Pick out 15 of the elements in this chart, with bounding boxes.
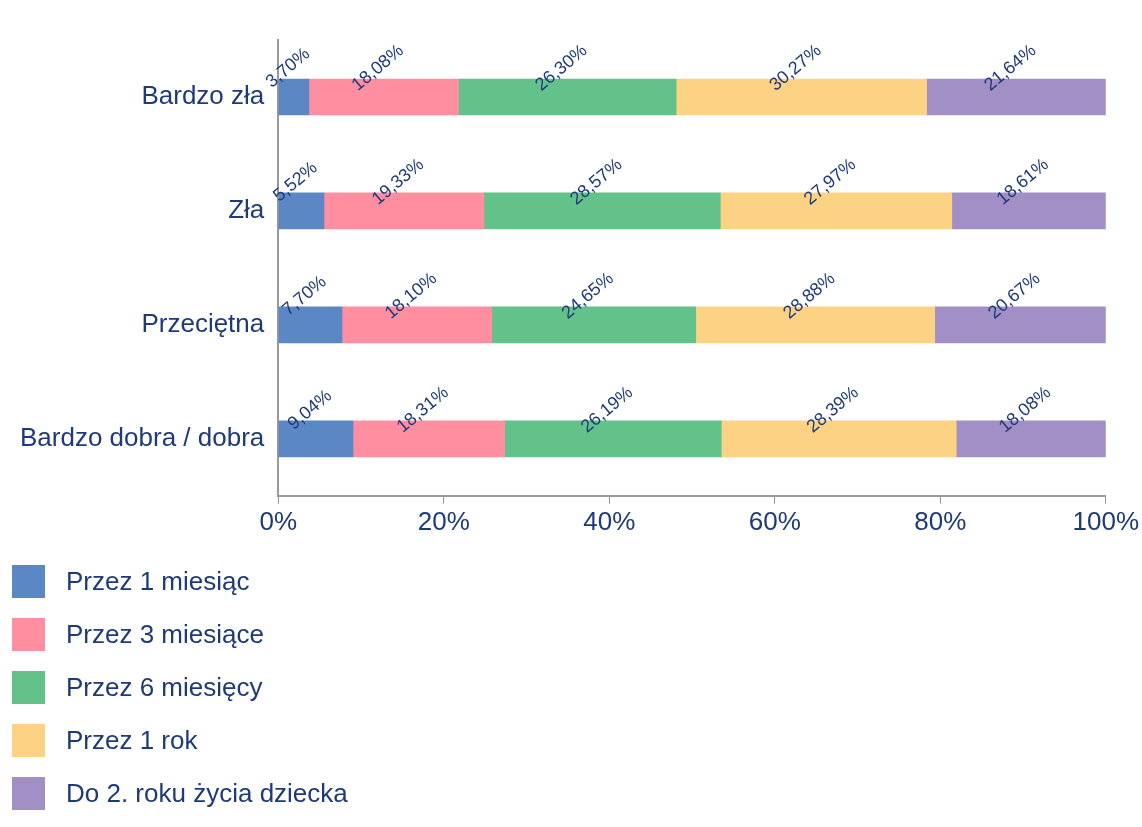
y-tick-label: Bardzo zła — [141, 80, 265, 111]
x-tick-label: 40% — [583, 505, 636, 536]
x-tick-label: 60% — [748, 505, 801, 536]
y-tick-label: Zła — [228, 194, 265, 225]
x-tick-label: 100% — [1072, 505, 1139, 536]
x-tick-label: 0% — [259, 505, 298, 536]
legend-label: Do 2. roku życia dziecka — [66, 778, 348, 809]
legend-label: Przez 1 rok — [66, 725, 198, 756]
legend-label: Przez 1 miesiąc — [66, 566, 250, 597]
x-tick-label: 80% — [914, 505, 967, 536]
legend-label: Przez 3 miesiące — [66, 619, 264, 650]
legend-label: Przez 6 miesięcy — [66, 672, 263, 703]
y-tick-label: Bardzo dobra / dobra — [19, 422, 265, 452]
y-tick-label: Przeciętna — [141, 308, 265, 339]
x-tick-label: 20% — [417, 505, 470, 536]
